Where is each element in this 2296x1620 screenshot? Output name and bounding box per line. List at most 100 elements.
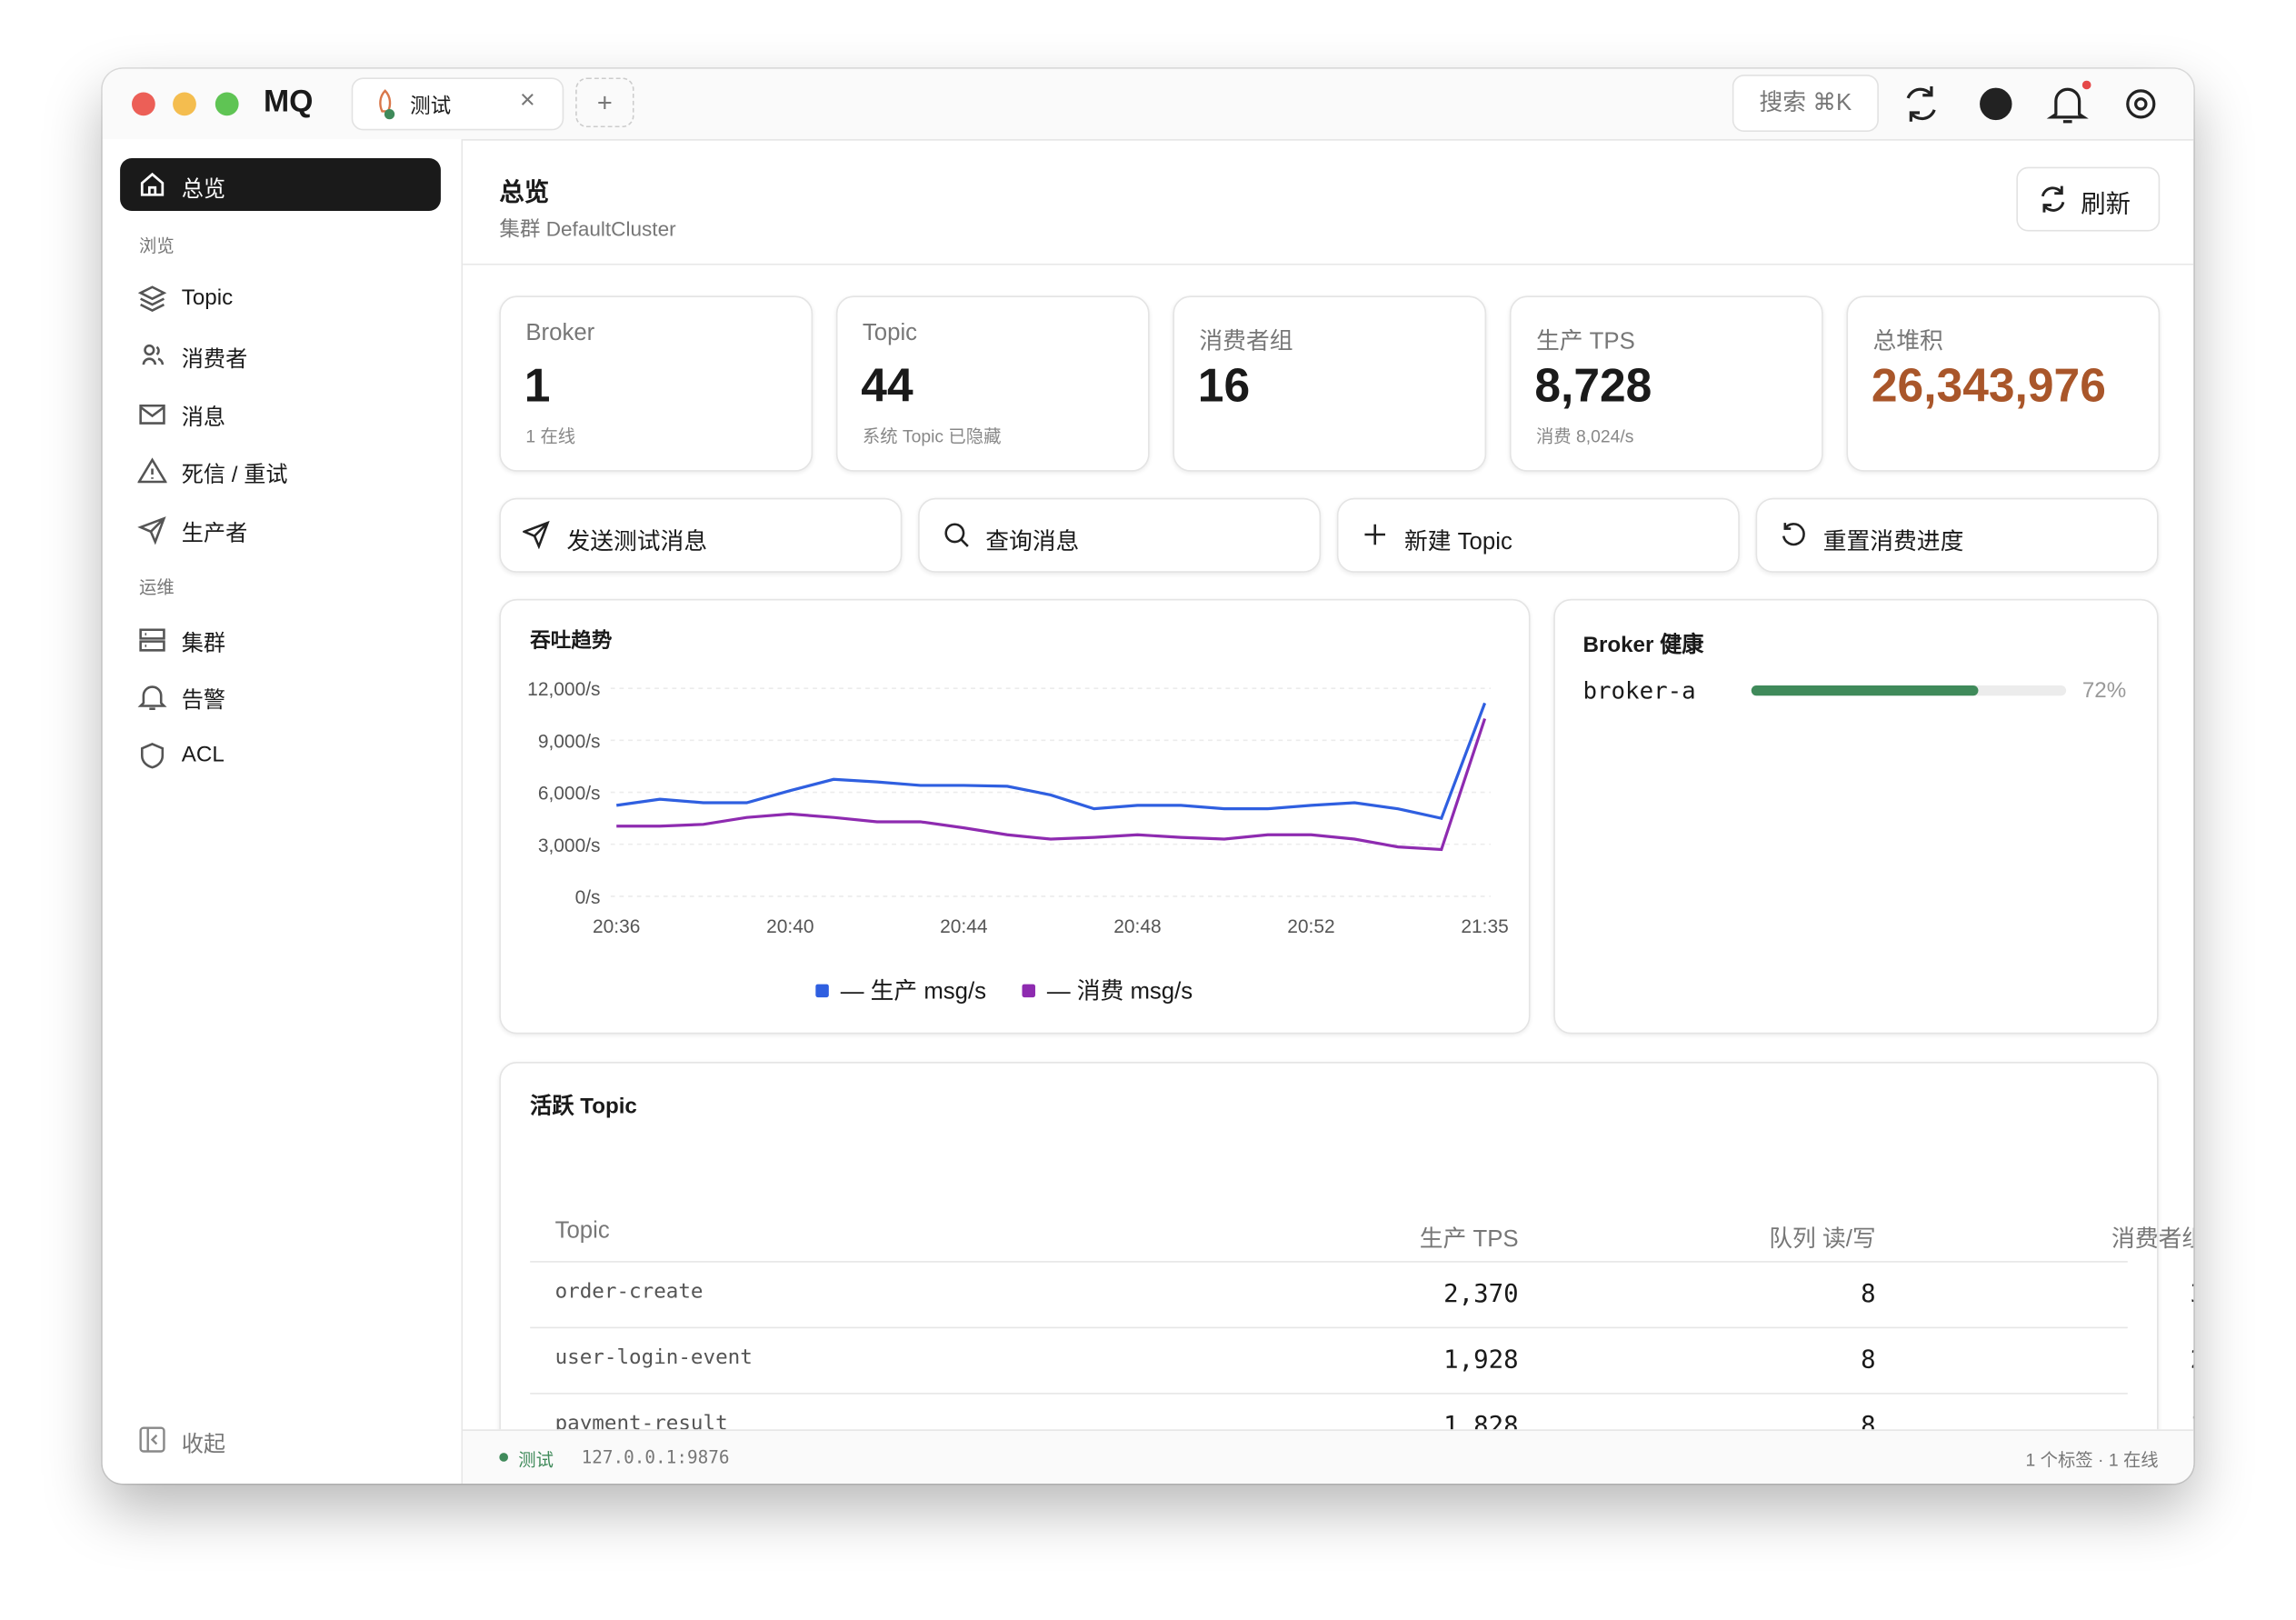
nav-item[interactable]: 死信 / 重试 xyxy=(181,463,288,488)
collapse[interactable]: 收起 xyxy=(181,1432,226,1457)
action-label: 发送测试消息 xyxy=(566,530,708,555)
refresh-label: 刷新 xyxy=(2081,190,2131,219)
chart-title: 吞吐趋势 xyxy=(530,629,613,652)
action-label: 重置消费进度 xyxy=(1822,530,1964,555)
stat-label: 消费者组 xyxy=(1199,329,1293,355)
table-cell: 8 xyxy=(1861,1345,1876,1375)
nav-item[interactable]: 告警 xyxy=(181,688,226,714)
x-tick-label: 20:52 xyxy=(1287,916,1334,937)
bell-icon[interactable] xyxy=(2046,87,2089,124)
collapse-icon xyxy=(139,1426,165,1453)
nav-item[interactable]: Topic xyxy=(181,285,234,311)
refresh-icon xyxy=(2041,185,2065,213)
icon-path xyxy=(142,344,165,365)
topic-name: payment-result xyxy=(554,1412,728,1430)
new-tab[interactable]: + xyxy=(575,77,634,128)
icon-path xyxy=(1364,524,1386,545)
nav-item[interactable]: ACL xyxy=(181,742,225,768)
icon-path xyxy=(137,516,166,545)
topic-name: user-login-event xyxy=(554,1345,753,1370)
tab[interactable] xyxy=(351,77,564,131)
row-divider xyxy=(530,1326,2128,1329)
icon xyxy=(137,285,167,312)
table-cell: 1 xyxy=(2191,1412,2194,1429)
refresh-button[interactable] xyxy=(2016,166,2161,232)
y-tick-label: 12,000/s xyxy=(527,679,600,700)
icon-path xyxy=(137,457,167,484)
action-button[interactable] xyxy=(1336,497,1740,573)
action-button[interactable] xyxy=(499,497,903,573)
tab-close[interactable]: × xyxy=(519,85,535,115)
github-icon[interactable] xyxy=(1980,87,2012,121)
stat-card xyxy=(835,295,1150,472)
nav-active[interactable] xyxy=(120,157,441,211)
throughput-chart: 吞吐趋势 0/s 3,000/s 6,000/s 9,000/s 12,000/s 20:3… xyxy=(527,629,1509,1005)
search-box[interactable]: 搜索 ⌘K xyxy=(1732,75,1879,132)
icon-path xyxy=(137,685,167,711)
icon xyxy=(1782,523,1805,546)
column-header: 生产 TPS xyxy=(1419,1227,1519,1253)
minimize-light[interactable] xyxy=(173,92,196,116)
header-divider xyxy=(463,263,2194,265)
status-env: 测试 xyxy=(518,1449,554,1471)
icon xyxy=(137,516,166,545)
reload-icon[interactable] xyxy=(1906,86,1936,122)
table-title: 活跃 Topic xyxy=(530,1094,637,1119)
stat-note: 系统 Topic 已隐藏 xyxy=(862,425,1002,447)
nav-item[interactable]: 消费者 xyxy=(181,346,248,373)
icon xyxy=(142,344,165,365)
icon-path xyxy=(944,523,969,547)
column-header: Topic xyxy=(554,1218,610,1244)
chart-card xyxy=(499,598,1531,1035)
broker-value: 72% xyxy=(2081,677,2127,704)
action-button[interactable] xyxy=(918,497,1322,573)
app-window: MQ 测试 × + 搜索 ⌘K 总览 浏览 Topic 消费者 消息 死信 / 重试 生产… xyxy=(102,68,2194,1484)
icon-path xyxy=(523,520,550,550)
broker-bar xyxy=(1751,685,1979,696)
icon xyxy=(139,628,165,652)
page-subtitle: 集群 DefaultCluster xyxy=(499,216,676,241)
zoom-light[interactable] xyxy=(215,92,239,116)
nav-item[interactable]: 集群 xyxy=(181,631,226,656)
legend-label[interactable]: — 消费 msg/s xyxy=(1047,978,1193,1005)
app-name: MQ xyxy=(263,85,314,119)
home-icon xyxy=(140,172,165,196)
settings-icon[interactable] xyxy=(2126,89,2156,119)
stat-card xyxy=(499,295,814,472)
icon xyxy=(137,457,167,484)
broker-name: broker-a xyxy=(1582,676,1696,705)
icon-path xyxy=(139,404,165,425)
x-tick-label: 20:36 xyxy=(593,916,640,937)
nav-item[interactable]: 生产者 xyxy=(181,521,248,546)
toolbar-icons xyxy=(1906,80,2156,124)
table-cell: 3 xyxy=(2191,1280,2194,1309)
action-button[interactable] xyxy=(1755,497,2159,573)
legend-label[interactable]: — 生产 msg/s xyxy=(841,978,986,1005)
table-cell: 2 xyxy=(2191,1346,2194,1375)
stat-card xyxy=(1846,295,2161,472)
table-cell: 8 xyxy=(1861,1412,1876,1430)
action-label: 查询消息 xyxy=(985,530,1080,555)
series-line xyxy=(616,702,1487,821)
row-divider xyxy=(530,1393,2128,1395)
close-light[interactable] xyxy=(131,92,155,116)
icon xyxy=(944,523,969,547)
stat-value: 44 xyxy=(861,358,913,412)
column-header: 队列 读/写 xyxy=(1769,1227,1876,1253)
stat-value: 26,343,976 xyxy=(1871,358,2106,412)
nav-section-title: 浏览 xyxy=(139,235,175,256)
icon xyxy=(140,742,165,769)
icon-path xyxy=(1782,523,1805,546)
page-title: 总览 xyxy=(499,178,550,207)
status-bar xyxy=(463,1429,2194,1484)
icon xyxy=(523,520,550,550)
legend-swatch xyxy=(1022,984,1035,998)
nav-active-label: 总览 xyxy=(181,176,226,203)
stat-label: Broker xyxy=(525,320,595,346)
y-tick-label: 9,000/s xyxy=(538,731,601,752)
nav-item[interactable]: 消息 xyxy=(181,405,226,431)
stat-note: 1 在线 xyxy=(525,425,576,447)
y-tick-label: 3,000/s xyxy=(538,835,601,856)
